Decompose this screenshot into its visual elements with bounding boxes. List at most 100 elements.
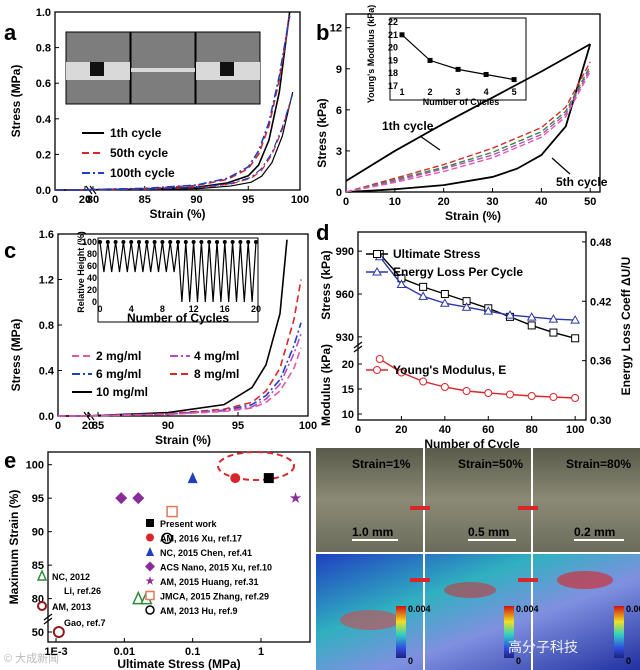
panel-a-x-tick-label: 80: [87, 194, 99, 206]
panel-a-x-tick-label: 20: [79, 194, 91, 206]
panel-d-point: [397, 368, 406, 377]
colorbar-min-label: 0: [626, 656, 631, 666]
panel-c-inset-point: [105, 240, 110, 244]
panel-b-annotation-arrow: [419, 135, 441, 151]
panel-e-side-label: NC, 2012: [52, 572, 90, 582]
panel-b-y-tick-label: 0: [336, 187, 342, 199]
panel-d-point: [549, 328, 558, 337]
panel-b-series-line: [345, 71, 591, 193]
panel-c-inset-x-label: Number of Cycles: [127, 311, 229, 325]
panel-b-inset-y-tick: 22: [388, 17, 398, 27]
panel-d-x-tick-label: 40: [439, 424, 451, 436]
panel-c-inset-point: [160, 240, 165, 244]
panel-d-point: [527, 392, 536, 400]
panel-c-inset-point: [129, 240, 134, 244]
panel-d-y2-tick-label: 0.42: [590, 296, 611, 308]
panel-label-d: d: [316, 220, 329, 245]
panel-a-legend: 1th cycle 50th cycle 100th cycle: [82, 126, 175, 180]
panel-b-inset-x-tick: 3: [456, 87, 461, 97]
panel-c-inset-point: [98, 240, 102, 244]
panel-d-y-tick-label: 20: [342, 359, 354, 371]
panel-b-y-label: Stress (kPa): [315, 98, 329, 167]
panel-d-y-label-right: Energy Loss Coeff ΔU/U: [619, 257, 633, 396]
panel-e-legend-label: ACS Nano, 2015 Xu, ref.10: [160, 563, 272, 573]
panel-c-inset-point: [144, 240, 149, 244]
panel-c-inset-point: [152, 240, 157, 244]
panel-e-marker: [145, 605, 155, 615]
sem-scalebar-label: 0.2 mm: [574, 525, 615, 539]
panel-e-legend-label: AM, 2016 Xu, ref.17: [160, 534, 242, 544]
panel-a-x-tick-label: 0: [52, 194, 58, 206]
panel-d-x-tick-label: 20: [395, 424, 407, 436]
panel-c-x-tick-label: 100: [299, 420, 317, 432]
panel-b-inset-x-tick: 2: [428, 87, 433, 97]
panel-b-inset-y-tick: 18: [388, 68, 398, 78]
panel-d-point: [396, 279, 407, 288]
panel-b-annotation-arrow: [551, 157, 571, 175]
panel-a-y-tick-label: 0.6: [36, 78, 51, 90]
panel-d-point: [549, 393, 558, 401]
panel-c-y-tick-label: 0.8: [39, 320, 54, 332]
panel-b-inset-point: [399, 32, 405, 38]
panel-c-inset-y-tick: 100: [82, 237, 97, 247]
panel-c-inset-x-tick: 8: [160, 304, 165, 314]
panel-b-series-line: [345, 68, 591, 193]
panel-b-x-label: Strain (%): [445, 209, 501, 223]
sem-strain-label: Strain=80%: [566, 457, 631, 471]
panel-e-marker: [146, 533, 154, 542]
panel-c-inset-point: [207, 240, 212, 244]
panel-e-marker: [52, 626, 65, 638]
panel-label-c: c: [4, 238, 16, 263]
panel-a-y-tick-label: 0.4: [36, 114, 52, 126]
panel-d-legend-marker: [373, 250, 381, 258]
panel-d-y2-tick-label: 0.36: [590, 356, 611, 368]
panel-c-inset-x-tick: 4: [129, 304, 134, 314]
panel-e-side-label: Li, ref.26: [64, 586, 101, 596]
panel-e-x-tick-label: 1E-3: [44, 646, 67, 658]
panel-c-inset-x-tick: 16: [220, 304, 230, 314]
sem-scalebar-label: 1.0 mm: [352, 525, 393, 539]
panel-a-inset-photos: [65, 31, 261, 105]
panel-b-inset-y-tick: 21: [388, 30, 398, 40]
panel-a-x-label: Strain (%): [149, 207, 205, 221]
panel-c-inset-y-tick: 80: [87, 249, 97, 259]
panel-d-point: [375, 355, 384, 363]
panel-d-x-tick-label: 80: [526, 424, 538, 436]
panel-e-axes: [47, 451, 311, 643]
panel-d-point: [440, 383, 449, 391]
panel-d-axis-break: [353, 341, 363, 353]
panel-e-marker: [145, 576, 155, 585]
panel-c-inset-point: [168, 240, 173, 244]
panel-d-legend-label: Ultimate Stress: [393, 247, 481, 261]
panel-d-x-label: Number of Cycle: [424, 437, 520, 451]
panel-label-a: a: [4, 20, 17, 45]
panel-c-y-tick-label: 0.4: [39, 366, 55, 378]
panel-c-series-line: [58, 322, 302, 417]
panel-d-point: [571, 334, 580, 343]
panel-d-point: [506, 390, 514, 399]
panel-d-point: [419, 282, 428, 291]
panel-c-x-tick-label: 0: [55, 420, 61, 432]
panel-d-x-tick-label: 0: [355, 424, 361, 436]
panel-d-point: [570, 315, 581, 324]
colorbar-max-label: 0.004: [626, 604, 640, 614]
panel-b-x-tick-label: 50: [584, 196, 596, 208]
strain-arrows: [410, 506, 538, 582]
panel-e-marker: [263, 473, 274, 484]
panel-e-marker: [115, 492, 128, 505]
panel-b-inset-x-tick: 4: [484, 87, 489, 97]
panel-b-x-tick-label: 40: [535, 196, 547, 208]
panel-e-marker: [37, 601, 47, 611]
panel-d-legend-label: Young's Modulus, E: [393, 363, 506, 377]
colorbar-min-label: 0: [408, 656, 413, 666]
panel-b-inset-point: [427, 57, 433, 63]
panel-e-marker: [145, 590, 155, 601]
colorbar-1: [396, 606, 406, 658]
panel-d-point: [505, 310, 515, 319]
panel-d-y-tick-label: 930: [336, 332, 354, 344]
panel-c-inset-point: [137, 240, 141, 244]
panel-b-x-tick-label: 10: [389, 196, 401, 208]
panel-d-point: [439, 298, 450, 307]
